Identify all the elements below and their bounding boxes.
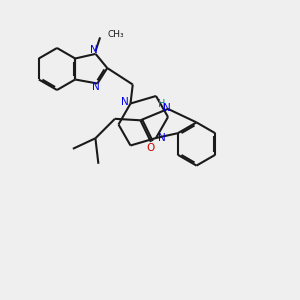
- Text: CH₃: CH₃: [108, 30, 124, 39]
- Text: H: H: [158, 99, 165, 110]
- Text: N: N: [92, 82, 100, 92]
- Text: N: N: [90, 45, 98, 55]
- Text: N: N: [158, 133, 165, 143]
- Text: O: O: [147, 143, 155, 154]
- Text: N: N: [121, 97, 129, 107]
- Text: N: N: [163, 103, 171, 113]
